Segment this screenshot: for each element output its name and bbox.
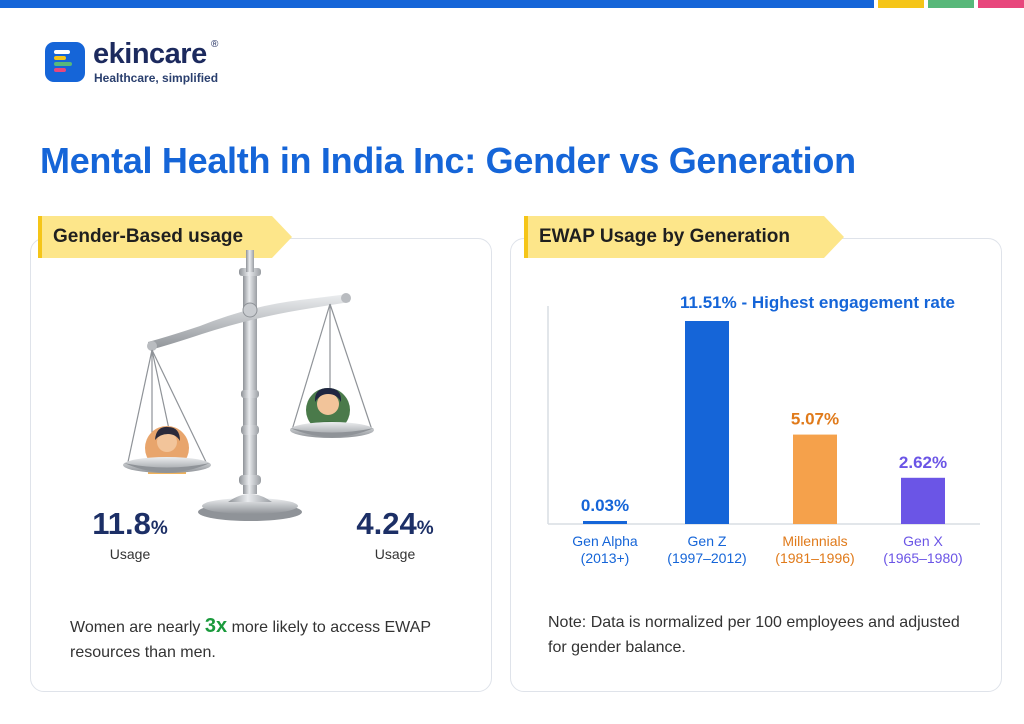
chart-footnote: Note: Data is normalized per 100 employe… (548, 614, 960, 656)
top-bar-blue-segment (0, 0, 874, 8)
women-usage-stat: 11.8% Usage (80, 506, 180, 562)
registered-mark: ® (211, 39, 219, 50)
logo-wordmark: ekincare (93, 38, 207, 70)
women-usage-label: Usage (109, 546, 151, 562)
generation-bar-chart: 0.03% Gen Alpha(2013+) Gen Z(1997–2012) 5.0… (547, 293, 980, 566)
logo-tagline: Healthcare, simplified (94, 71, 219, 85)
brand-logo: ekincare ® Healthcare, simplified (45, 38, 245, 90)
men-usage-label: Usage (374, 546, 416, 562)
category-years-label: (2013+) (581, 550, 630, 566)
top-bar-pink-segment (978, 0, 1024, 8)
bar-gen-alpha (583, 521, 627, 524)
bar-gen-x (901, 477, 945, 524)
logo-mark-icon (45, 42, 85, 82)
highest-engagement-annotation: 11.51% - Highest engagement rate (680, 293, 955, 312)
bar-value-label: 5.07% (791, 410, 839, 429)
category-years-label: (1965–1980) (883, 550, 962, 566)
gender-summary-tail: more likely to access EWAP resources tha… (70, 619, 431, 661)
top-color-bar (0, 0, 1024, 8)
bar-gen-z (685, 321, 729, 524)
generation-usage-card (510, 238, 1002, 692)
generation-section-heading: EWAP Usage by Generation (539, 226, 790, 247)
gender-summary-lead: Women are nearly (70, 619, 205, 636)
generation-section-ribbon: EWAP Usage by Generation (524, 216, 844, 258)
women-usage-unit: % (150, 518, 168, 539)
category-label: Millennials (782, 533, 847, 549)
gender-section-ribbon: Gender-Based usage (38, 216, 292, 258)
gender-summary-text: Women are nearly 3x more likely to acces… (70, 614, 450, 665)
balance-scale-illustration (123, 250, 374, 521)
category-years-label: (1981–1996) (775, 550, 854, 566)
men-usage-value: 4.24 (356, 506, 417, 541)
category-label: Gen X (903, 533, 943, 549)
bar-millennials (793, 434, 837, 524)
bar-value-label: 2.62% (899, 453, 947, 472)
bar-value-label: 0.03% (581, 496, 629, 515)
women-usage-value: 11.8 (92, 506, 151, 541)
category-years-label: (1997–2012) (667, 550, 746, 566)
top-bar-yellow-segment (878, 0, 924, 8)
category-label: Gen Alpha (572, 533, 638, 549)
page-title: Mental Health in India Inc: Gender vs Ge… (40, 140, 856, 181)
scale-beam-icon (148, 294, 350, 350)
gender-ratio-highlight: 3x (204, 615, 228, 637)
gender-section-heading: Gender-Based usage (53, 226, 244, 247)
top-bar-green-segment (928, 0, 974, 8)
category-label: Gen Z (688, 533, 727, 549)
scale-pillar-icon (243, 272, 257, 494)
men-usage-stat: 4.24% Usage (340, 506, 450, 562)
men-usage-unit: % (416, 518, 434, 539)
